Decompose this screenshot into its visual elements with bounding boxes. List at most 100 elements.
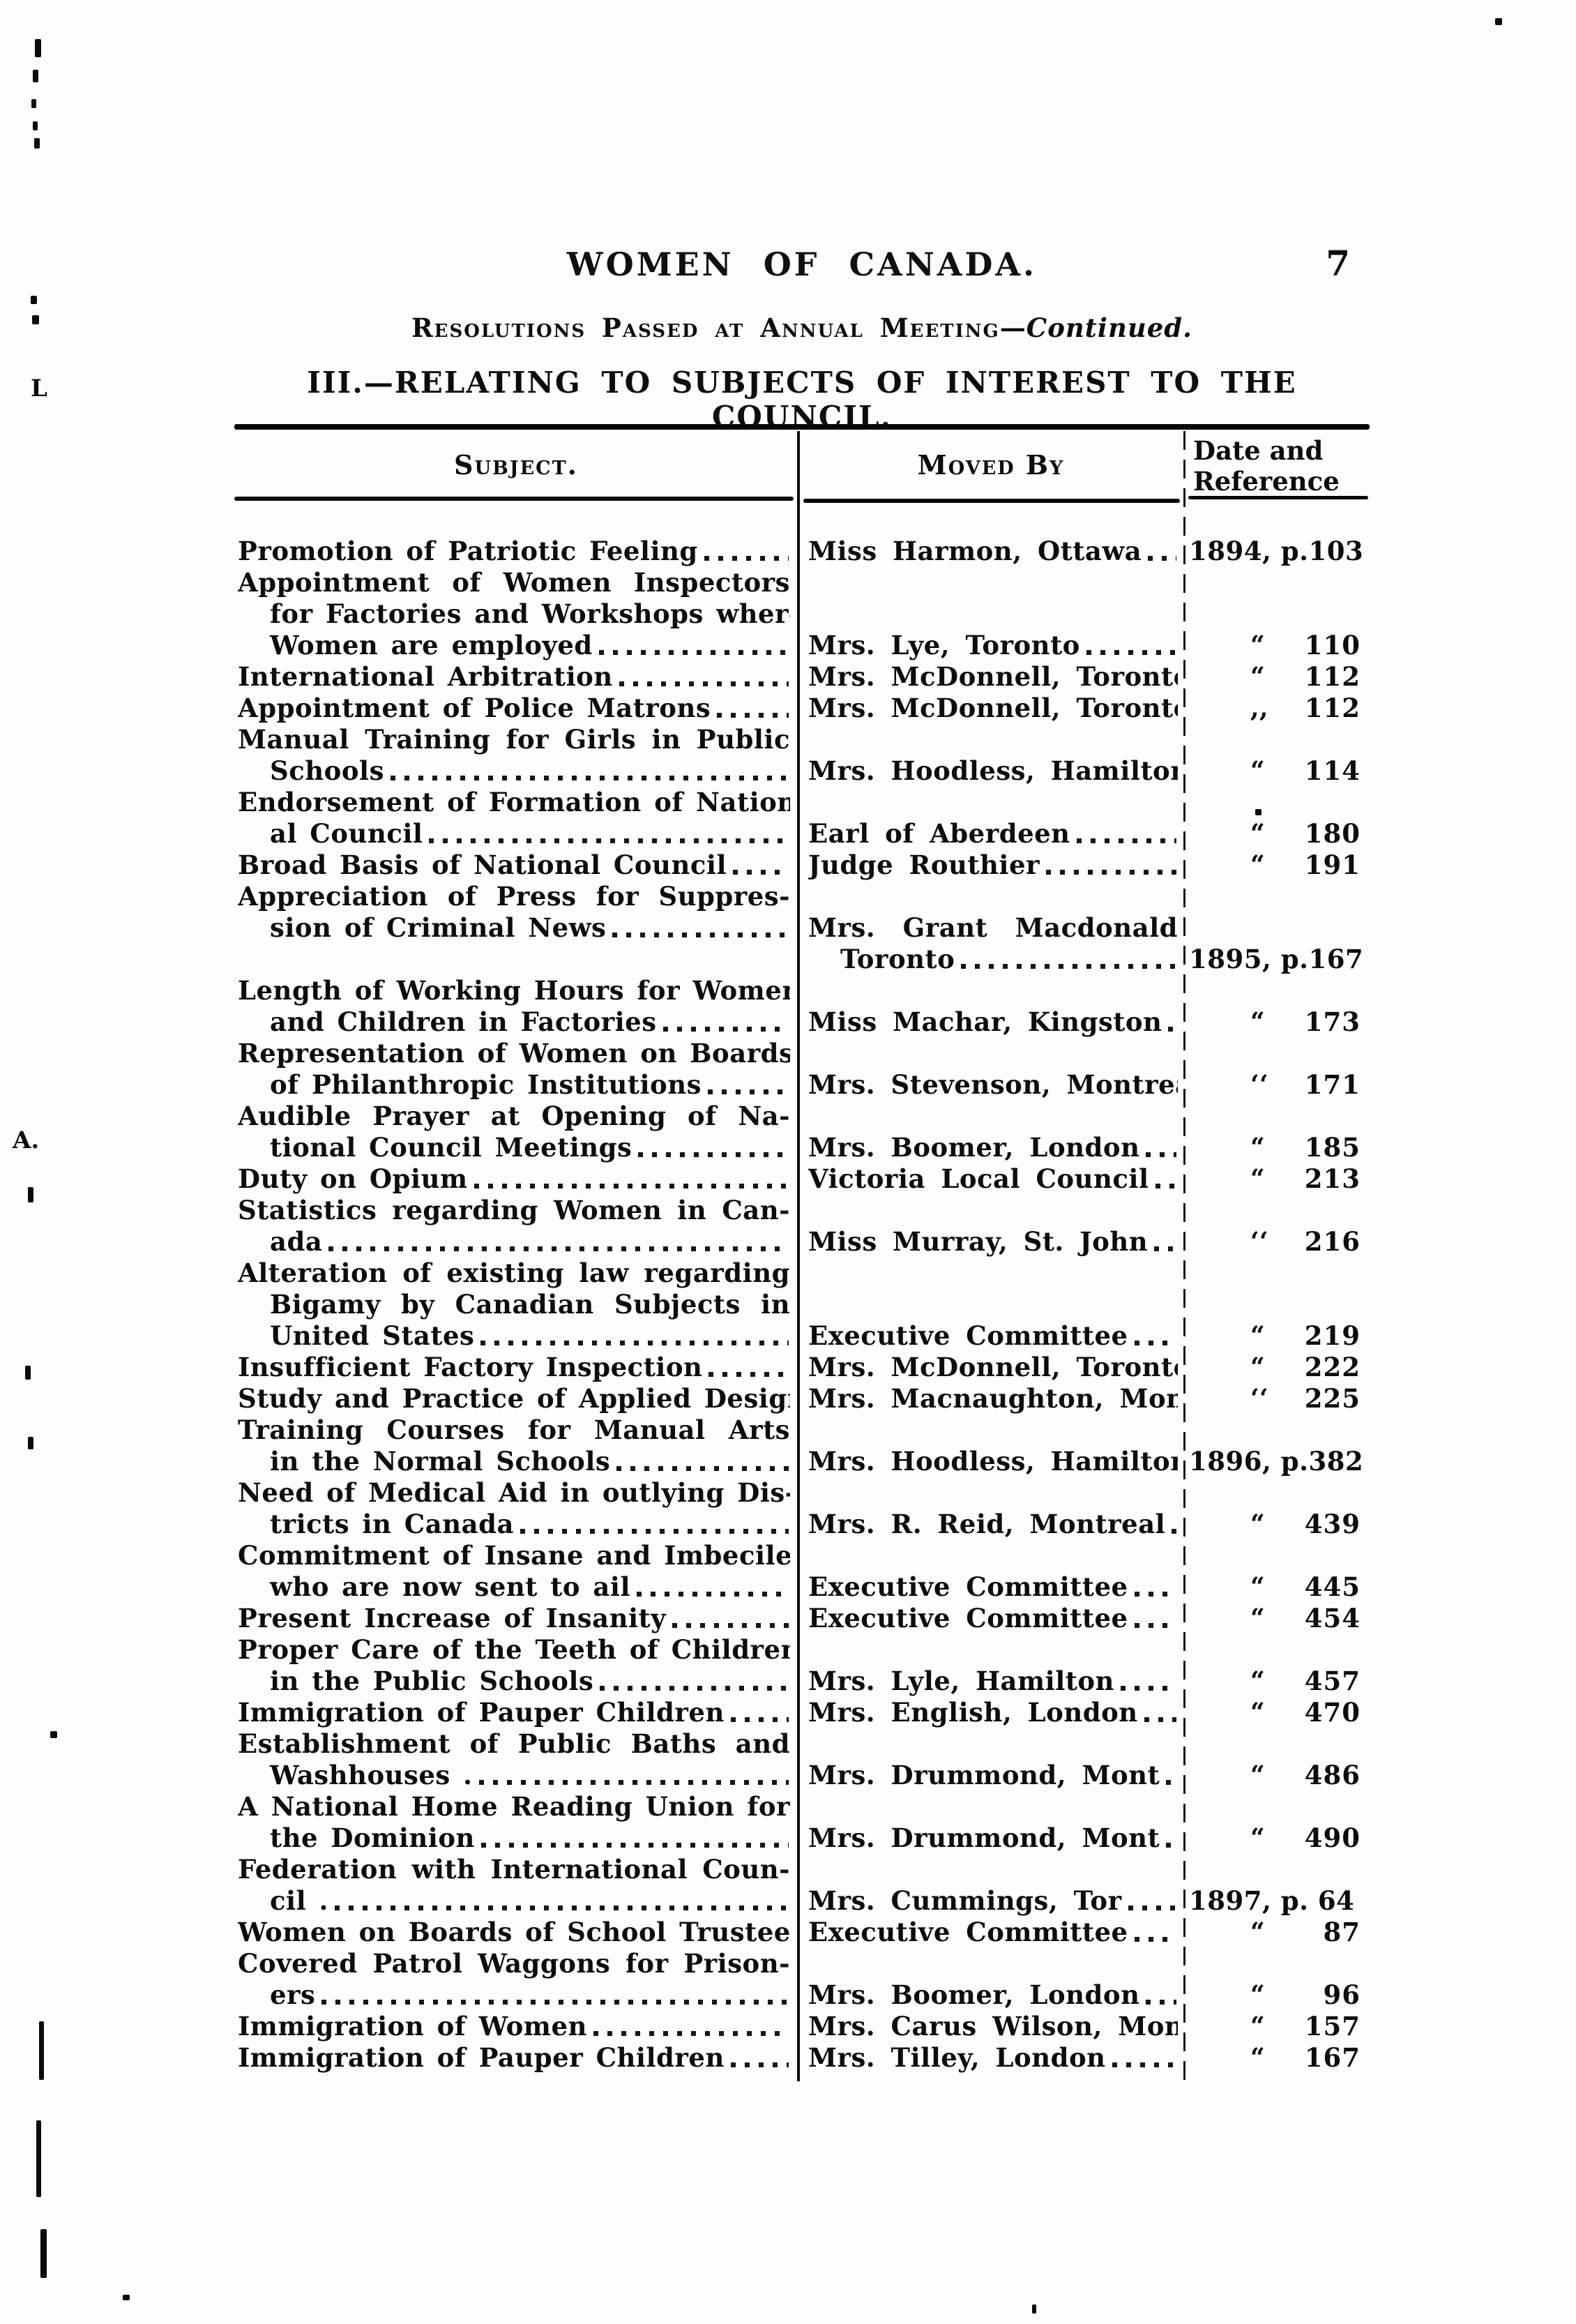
- subject-line: Commitment of Insane and Imbecile: [238, 1540, 790, 1571]
- subject-line-text: who are now sent to ail: [270, 1571, 630, 1602]
- subject-line-text: in the Public Schools: [270, 1666, 594, 1696]
- subject-cell: Manual Training for Girls in Public Schoo…: [234, 724, 798, 787]
- subject-line: Training Courses for Manual Arts: [238, 1414, 790, 1446]
- subject-cell: Promotion of Patriotic Feeling: [234, 536, 798, 567]
- subtitle-dash: —: [999, 312, 1026, 343]
- table-row: Need of Medical Aid in outlying Dis-tric…: [234, 1477, 1370, 1540]
- date-reference-cell: “ 470: [1183, 1697, 1370, 1728]
- scan-artifact: [32, 315, 39, 324]
- date-reference-cell: 1894, p.103: [1183, 536, 1370, 567]
- leader-dots: [1154, 1246, 1176, 1251]
- scan-artifact: [1495, 18, 1502, 25]
- subject-cell: Immigration of Women: [234, 2011, 798, 2042]
- subject-line-text: Schools: [270, 755, 384, 786]
- page-reference-number: 486: [1304, 1760, 1361, 1790]
- leader-dots: [598, 650, 789, 655]
- moved-by-line: Executive Committee: [808, 1571, 1178, 1603]
- subject-line: sion of Criminal News: [238, 912, 790, 944]
- moved-by-line: Mrs. Tilley, London: [808, 2042, 1178, 2074]
- moved-by-cell: Mrs. McDonnell, Toronto: [798, 693, 1183, 724]
- date-reference-cell: “ 114: [1183, 755, 1370, 787]
- page-reference-number: 470: [1304, 1697, 1361, 1728]
- subject-line: Immigration of Pauper Children: [238, 1697, 790, 1728]
- subject-line: Appointment of Police Matrons: [238, 693, 790, 724]
- moved-by-line: Mrs. R. Reid, Montreal: [808, 1509, 1178, 1540]
- moved-by-line-text: Miss Murray, St. John: [808, 1226, 1149, 1257]
- subject-line: Establishment of Public Baths and: [238, 1728, 790, 1760]
- moved-by-cell: Mrs. Stevenson, Montreal: [798, 1069, 1183, 1101]
- moved-by-line: Victoria Local Council: [808, 1163, 1178, 1195]
- subject-line: Women on Boards of School Trustees: [238, 1917, 790, 1948]
- subject-cell: Women on Boards of School Trustees: [234, 1917, 798, 1948]
- moved-by-line-text: Executive Committee: [808, 1917, 1128, 1947]
- ditto-mark: “: [1250, 1823, 1266, 1853]
- moved-by-cell: Mrs. Carus Wilson, Mont: [798, 2011, 1183, 2042]
- page-reference-number: 185: [1304, 1132, 1361, 1163]
- ditto-mark: “: [1250, 662, 1266, 691]
- leader-dots: [593, 2031, 789, 2036]
- column-divider-1: [797, 431, 800, 2081]
- moved-by-line-text: Mrs. Grant Macdonald: [808, 912, 1178, 943]
- date-reference-cell: “ 87: [1183, 1917, 1370, 1948]
- moved-by-line-text: Judge Routhier: [808, 850, 1040, 880]
- table-row: Insufficient Factory Inspection Mrs. McDo…: [234, 1352, 1370, 1383]
- date-reference-cell: “ 222: [1183, 1352, 1370, 1383]
- ditto-mark: “: [1250, 1133, 1266, 1162]
- moved-by-cell: Executive Committee: [798, 1603, 1183, 1634]
- table-row: Immigration of Pauper Children Mrs. Engli…: [234, 1697, 1370, 1728]
- subject-line-text: Appreciation of Press for Suppres-: [238, 881, 790, 912]
- date-reference-cell: ‘‘ 171: [1183, 1069, 1370, 1101]
- subject-line: cil .: [238, 1885, 790, 1917]
- subject-line-text: Endorsement of Formation of Nation-: [238, 787, 790, 817]
- subject-cell: Representation of Women on Boards of Phil…: [234, 1038, 798, 1101]
- subject-line-text: Alteration of existing law regarding: [238, 1258, 790, 1288]
- subject-line: the Dominion: [238, 1823, 790, 1854]
- moved-by-cell: Mrs. R. Reid, Montreal: [798, 1509, 1183, 1540]
- subject-line: Proper Care of the Teeth of Children: [238, 1634, 790, 1666]
- leader-dots: [520, 1529, 789, 1534]
- moved-by-cell: Miss Harmon, Ottawa: [798, 536, 1183, 567]
- leader-dots: [1134, 1937, 1176, 1942]
- subject-cell: Need of Medical Aid in outlying Dis-tric…: [234, 1477, 798, 1540]
- table-row: Covered Patrol Waggons for Prison-ers Mrs…: [234, 1948, 1370, 2011]
- subject-line: in the Normal Schools: [238, 1446, 790, 1477]
- scan-artifact: [1032, 2304, 1036, 2314]
- moved-by-cell: Mrs. Cummings, Tor: [798, 1885, 1183, 1917]
- leader-dots: [600, 1686, 789, 1691]
- subject-line-text: Proper Care of the Teeth of Children: [238, 1634, 790, 1665]
- subject-line: Endorsement of Formation of Nation-: [238, 787, 790, 818]
- page-reference-number: 171: [1304, 1069, 1361, 1100]
- date-reference-cell: “ 157: [1183, 2011, 1370, 2042]
- subject-cell: International Arbitration: [234, 661, 798, 693]
- moved-by-line-text: Victoria Local Council: [808, 1163, 1149, 1194]
- table-header-row: Subject. Moved By Date and Reference: [234, 432, 1370, 498]
- subject-line-text: Appointment of Women Inspectors: [238, 567, 790, 598]
- scan-artifact: [35, 39, 41, 57]
- moved-by-line: Mrs. McDonnell, Toronto.: [808, 661, 1178, 693]
- subject-line: al Council: [238, 818, 790, 850]
- subject-cell: A National Home Reading Union for the Dom…: [234, 1791, 798, 1854]
- moved-by-cell: Mrs. English, London: [798, 1697, 1183, 1728]
- subject-line-text: tional Council Meetings: [270, 1132, 632, 1163]
- subject-cell: Proper Care of the Teeth of Children in t…: [234, 1634, 798, 1697]
- page-reference-number: 225: [1304, 1383, 1361, 1414]
- subject-line-text: Promotion of Patriotic Feeling: [238, 536, 698, 566]
- page-reference-number: 219: [1304, 1320, 1361, 1351]
- moved-by-line: Mrs. Stevenson, Montreal: [808, 1069, 1178, 1101]
- moved-by-line-text: Executive Committee: [808, 1571, 1128, 1602]
- subject-cell: Study and Practice of Applied Design: [234, 1383, 798, 1414]
- subject-line-text: Immigration of Pauper Children: [238, 1697, 725, 1728]
- subject-line: tional Council Meetings: [238, 1132, 790, 1163]
- leader-dots: [672, 1623, 789, 1628]
- page-reference-number: 439: [1304, 1509, 1361, 1539]
- ditto-mark: “: [1250, 1760, 1266, 1790]
- header-underline-date: [1188, 496, 1368, 499]
- date-reference-cell: 1897, p. 64: [1183, 1885, 1370, 1917]
- subject-line-text: Immigration of Pauper Children: [238, 2042, 725, 2073]
- subject-line-text: United States: [270, 1320, 475, 1351]
- page-reference-number: 222: [1304, 1352, 1361, 1382]
- leader-dots: [429, 838, 789, 843]
- moved-by-line: Miss Harmon, Ottawa: [808, 536, 1178, 567]
- leader-dots: [619, 681, 789, 686]
